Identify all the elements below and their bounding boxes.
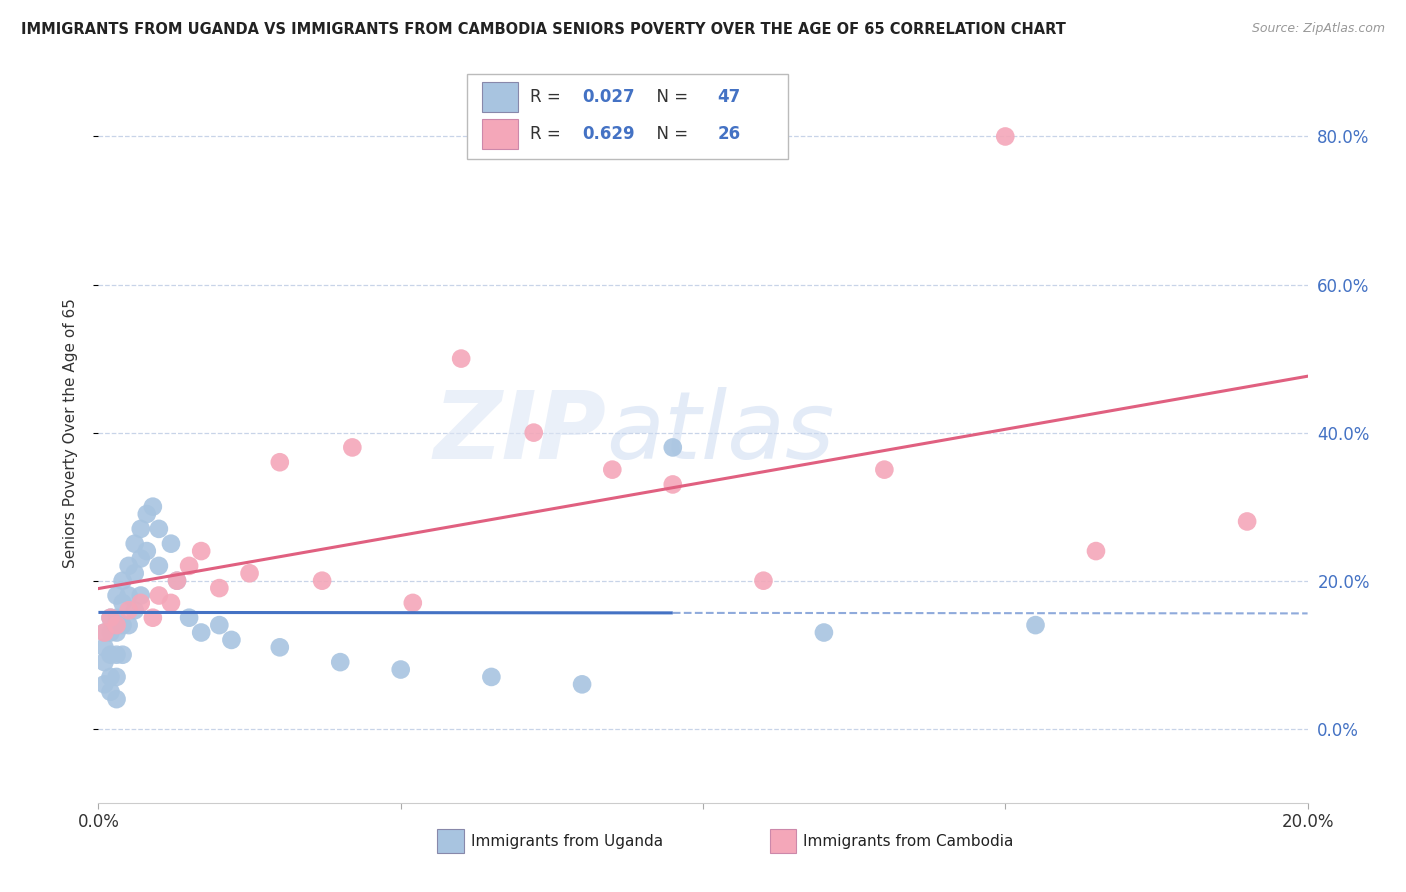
FancyBboxPatch shape	[467, 73, 787, 159]
Point	[329, 655, 352, 669]
Point	[661, 477, 683, 491]
Point	[994, 129, 1017, 144]
Point	[100, 685, 122, 699]
Point	[118, 589, 141, 603]
Point	[208, 581, 231, 595]
Point	[179, 610, 201, 624]
Point	[129, 596, 152, 610]
FancyBboxPatch shape	[437, 830, 464, 853]
FancyBboxPatch shape	[769, 830, 796, 853]
Point	[1236, 515, 1258, 529]
Text: 0.629: 0.629	[582, 125, 634, 144]
Point	[105, 589, 128, 603]
Point	[160, 596, 183, 610]
Point	[105, 625, 128, 640]
Point	[111, 596, 134, 610]
Point	[105, 648, 128, 662]
Text: atlas: atlas	[606, 387, 835, 478]
Point	[118, 603, 141, 617]
Point	[389, 663, 412, 677]
Y-axis label: Seniors Poverty Over the Age of 65: Seniors Poverty Over the Age of 65	[63, 298, 77, 567]
Point	[571, 677, 593, 691]
Point	[179, 558, 201, 573]
Point	[160, 536, 183, 550]
Point	[93, 655, 115, 669]
Point	[100, 610, 122, 624]
Point	[105, 618, 128, 632]
Point	[93, 677, 115, 691]
Point	[93, 625, 115, 640]
Text: 47: 47	[717, 88, 741, 106]
Point	[105, 610, 128, 624]
Text: R =: R =	[530, 88, 567, 106]
Text: Immigrants from Uganda: Immigrants from Uganda	[471, 834, 664, 849]
Point	[129, 589, 152, 603]
Point	[105, 670, 128, 684]
Text: R =: R =	[530, 125, 567, 144]
Point	[100, 625, 122, 640]
Point	[190, 625, 212, 640]
Point	[873, 462, 896, 476]
Point	[142, 500, 165, 514]
Point	[111, 618, 134, 632]
Point	[129, 522, 152, 536]
Point	[269, 455, 291, 469]
Point	[148, 522, 170, 536]
Point	[239, 566, 262, 581]
FancyBboxPatch shape	[482, 120, 517, 149]
Point	[118, 618, 141, 632]
Point	[124, 566, 146, 581]
Point	[208, 618, 231, 632]
Point	[523, 425, 546, 440]
Point	[124, 536, 146, 550]
Point	[166, 574, 188, 588]
Point	[100, 670, 122, 684]
Point	[111, 648, 134, 662]
Point	[142, 610, 165, 624]
Point	[342, 441, 364, 455]
Point	[148, 558, 170, 573]
Point	[148, 589, 170, 603]
Point	[100, 610, 122, 624]
Point	[100, 648, 122, 662]
Point	[129, 551, 152, 566]
Point	[813, 625, 835, 640]
Text: Immigrants from Cambodia: Immigrants from Cambodia	[803, 834, 1014, 849]
Point	[93, 640, 115, 655]
Point	[402, 596, 425, 610]
Point	[124, 603, 146, 617]
Point	[311, 574, 333, 588]
Text: N =: N =	[647, 88, 693, 106]
Point	[105, 692, 128, 706]
Text: Source: ZipAtlas.com: Source: ZipAtlas.com	[1251, 22, 1385, 36]
Text: IMMIGRANTS FROM UGANDA VS IMMIGRANTS FROM CAMBODIA SENIORS POVERTY OVER THE AGE : IMMIGRANTS FROM UGANDA VS IMMIGRANTS FRO…	[21, 22, 1066, 37]
Point	[481, 670, 503, 684]
Text: N =: N =	[647, 125, 693, 144]
Point	[752, 574, 775, 588]
Point	[111, 574, 134, 588]
Point	[450, 351, 472, 366]
Point	[190, 544, 212, 558]
FancyBboxPatch shape	[482, 82, 517, 112]
Point	[93, 625, 115, 640]
Point	[1085, 544, 1108, 558]
Point	[135, 544, 157, 558]
Point	[135, 507, 157, 521]
Text: ZIP: ZIP	[433, 386, 606, 479]
Text: 0.027: 0.027	[582, 88, 634, 106]
Text: 26: 26	[717, 125, 741, 144]
Point	[118, 558, 141, 573]
Point	[661, 441, 683, 455]
Point	[1024, 618, 1046, 632]
Point	[166, 574, 188, 588]
Point	[602, 462, 624, 476]
Point	[269, 640, 291, 655]
Point	[221, 632, 243, 647]
